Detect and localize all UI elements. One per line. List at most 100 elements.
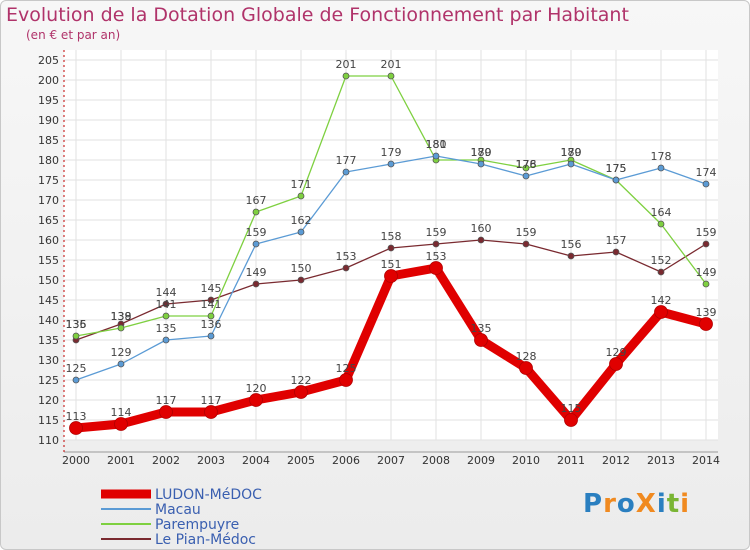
data-point <box>162 336 170 344</box>
data-label: 175 <box>606 162 627 175</box>
data-point <box>72 332 80 340</box>
logo-letter: P <box>583 489 604 519</box>
data-point <box>249 393 263 407</box>
data-point <box>702 280 710 288</box>
legend-label: LUDON-MéDOC <box>155 487 262 503</box>
data-point <box>612 248 620 256</box>
chart-subtitle: (en € et par an) <box>26 28 121 42</box>
data-label: 153 <box>336 250 357 263</box>
data-point <box>477 160 485 168</box>
data-label: 175 <box>606 162 627 175</box>
data-point <box>387 244 395 252</box>
data-label: 129 <box>606 346 627 359</box>
data-point <box>69 421 83 435</box>
data-label: 135 <box>66 318 87 331</box>
data-label: 180 <box>561 146 582 159</box>
data-label: 136 <box>66 318 87 331</box>
data-label: 152 <box>651 254 672 267</box>
data-point <box>477 236 485 244</box>
data-point <box>522 172 530 180</box>
data-point <box>162 312 170 320</box>
axes: 110 115 120 125 130 135 140 145 150 155 160 165 170 1… <box>38 50 720 467</box>
data-label: 156 <box>561 238 582 251</box>
data-label: 115 <box>561 402 582 415</box>
data-label: 159 <box>246 226 267 239</box>
data-label: 139 <box>696 306 717 319</box>
y-tick-label: 205 <box>38 54 59 67</box>
data-point <box>384 269 398 283</box>
data-label: 138 <box>111 310 132 323</box>
y-tick-label: 120 <box>38 394 59 407</box>
data-point <box>162 300 170 308</box>
data-label: 162 <box>291 214 312 227</box>
data-point <box>702 240 710 248</box>
data-point <box>699 317 713 331</box>
data-label: 141 <box>201 298 222 311</box>
data-point <box>657 164 665 172</box>
data-label: 151 <box>381 258 402 271</box>
x-tick-label: 2001 <box>107 454 135 467</box>
series-3 <box>72 236 710 344</box>
y-tick-label: 110 <box>38 434 59 447</box>
data-point <box>654 305 668 319</box>
data-point <box>297 228 305 236</box>
data-label: 150 <box>291 262 312 275</box>
x-tick-label: 2000 <box>62 454 90 467</box>
logo-letter: X <box>635 489 657 519</box>
logo-letter: i <box>656 489 667 519</box>
data-label: 153 <box>426 250 447 263</box>
data-point <box>474 333 488 347</box>
y-tick-label: 170 <box>38 194 59 207</box>
data-point <box>159 405 173 419</box>
data-label: 114 <box>111 406 132 419</box>
data-label: 176 <box>516 158 537 171</box>
logo-letter: i <box>680 489 691 519</box>
data-label: 179 <box>471 146 492 159</box>
data-point <box>339 373 353 387</box>
data-point <box>297 276 305 284</box>
y-tick-label: 150 <box>38 274 59 287</box>
data-point <box>657 268 665 276</box>
data-labels: 1131251361351141291381391171351411441171… <box>66 58 717 423</box>
data-point <box>432 152 440 160</box>
data-label: 174 <box>696 166 717 179</box>
logo-letter: o <box>616 489 636 519</box>
data-point <box>252 240 260 248</box>
data-label: 181 <box>426 138 447 151</box>
y-tick-label: 185 <box>38 134 59 147</box>
data-label: 180 <box>471 146 492 159</box>
data-point <box>567 160 575 168</box>
data-point <box>207 312 215 320</box>
data-label: 120 <box>246 382 267 395</box>
x-tick-label: 2010 <box>512 454 540 467</box>
legend-label: Macau <box>155 502 201 518</box>
logo-letter: t <box>666 489 681 519</box>
data-label: 144 <box>156 286 177 299</box>
x-tick-label: 2011 <box>557 454 585 467</box>
data-point <box>207 296 215 304</box>
data-label: 164 <box>651 206 672 219</box>
data-label: 135 <box>471 322 492 335</box>
x-tick-label: 2012 <box>602 454 630 467</box>
data-point <box>204 405 218 419</box>
data-point <box>114 417 128 431</box>
data-point <box>702 180 710 188</box>
data-point <box>342 72 350 80</box>
x-tick-label: 2014 <box>692 454 720 467</box>
y-tick-label: 135 <box>38 334 59 347</box>
data-label: 122 <box>291 374 312 387</box>
data-point <box>657 220 665 228</box>
x-tick-label: 2003 <box>197 454 225 467</box>
data-label: 180 <box>426 138 447 151</box>
data-label: 142 <box>651 294 672 307</box>
y-tick-label: 125 <box>38 374 59 387</box>
data-label: 178 <box>651 150 672 163</box>
data-label: 117 <box>201 394 222 407</box>
data-label: 139 <box>111 310 132 323</box>
data-point <box>609 357 623 371</box>
series-0 <box>69 261 713 435</box>
data-point <box>342 264 350 272</box>
y-tick-label: 140 <box>38 314 59 327</box>
chart-title: Evolution de la Dotation Globale de Fonc… <box>6 4 629 26</box>
data-point <box>294 385 308 399</box>
